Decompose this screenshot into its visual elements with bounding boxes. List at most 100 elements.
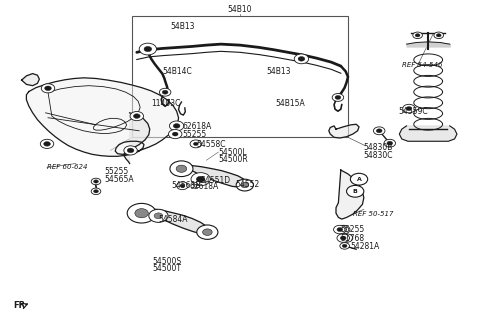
Circle shape	[340, 236, 346, 240]
Circle shape	[332, 94, 344, 101]
Circle shape	[172, 132, 178, 136]
Circle shape	[91, 178, 101, 185]
Circle shape	[149, 209, 168, 222]
Text: 54B13: 54B13	[170, 22, 195, 31]
Circle shape	[334, 225, 346, 234]
Circle shape	[340, 243, 349, 249]
Text: 54551D: 54551D	[201, 176, 231, 185]
Circle shape	[203, 229, 212, 235]
Circle shape	[298, 57, 305, 61]
Circle shape	[124, 146, 137, 155]
Circle shape	[130, 112, 144, 121]
Circle shape	[434, 32, 444, 39]
Text: 54563B: 54563B	[172, 181, 201, 190]
Circle shape	[340, 234, 353, 242]
Text: 54B10: 54B10	[228, 5, 252, 14]
Text: 54500L: 54500L	[218, 147, 247, 157]
Circle shape	[376, 129, 382, 133]
Circle shape	[191, 173, 210, 186]
Circle shape	[139, 43, 156, 55]
Text: 55255: 55255	[182, 130, 207, 139]
Polygon shape	[134, 209, 209, 234]
Circle shape	[236, 179, 253, 191]
Text: REF 60-624: REF 60-624	[47, 164, 87, 170]
Text: B: B	[353, 189, 358, 194]
Circle shape	[127, 148, 134, 153]
Text: 54565A: 54565A	[105, 175, 134, 184]
Text: 62618A: 62618A	[182, 122, 212, 131]
Text: 54830C: 54830C	[364, 151, 393, 160]
Polygon shape	[329, 124, 359, 138]
Circle shape	[190, 140, 202, 148]
Circle shape	[176, 165, 187, 172]
Circle shape	[403, 104, 415, 113]
Circle shape	[133, 114, 140, 118]
Circle shape	[159, 88, 171, 96]
Text: 51768: 51768	[341, 233, 365, 243]
Circle shape	[135, 209, 148, 218]
Text: 54830B: 54830B	[364, 143, 393, 152]
Text: A: A	[357, 177, 361, 182]
Text: 54281A: 54281A	[350, 242, 380, 251]
Text: 54559C: 54559C	[398, 107, 428, 116]
Circle shape	[337, 225, 350, 234]
Circle shape	[177, 182, 188, 190]
Circle shape	[350, 173, 368, 185]
Text: 54500R: 54500R	[218, 155, 248, 164]
Circle shape	[337, 228, 343, 232]
Circle shape	[197, 225, 218, 239]
Circle shape	[241, 182, 249, 188]
Polygon shape	[177, 165, 246, 187]
Circle shape	[44, 142, 50, 146]
Circle shape	[413, 32, 422, 39]
Circle shape	[173, 124, 180, 128]
Circle shape	[373, 127, 385, 135]
Text: 54558C: 54558C	[197, 140, 226, 149]
Polygon shape	[26, 78, 179, 156]
Circle shape	[193, 142, 198, 146]
Circle shape	[144, 46, 152, 52]
Polygon shape	[22, 74, 39, 86]
Circle shape	[344, 236, 349, 240]
Text: 54584A: 54584A	[158, 215, 188, 224]
Text: 54500T: 54500T	[153, 264, 181, 273]
Circle shape	[162, 90, 168, 94]
Circle shape	[94, 180, 98, 183]
Text: 55255: 55255	[341, 225, 365, 234]
Circle shape	[154, 213, 163, 219]
Bar	[132, 16, 348, 137]
Polygon shape	[124, 113, 150, 164]
Text: FR: FR	[13, 301, 25, 310]
Polygon shape	[336, 170, 364, 219]
Circle shape	[342, 244, 347, 248]
Circle shape	[169, 121, 184, 131]
Circle shape	[127, 203, 156, 223]
Circle shape	[436, 34, 441, 37]
Circle shape	[387, 141, 393, 145]
Circle shape	[170, 161, 193, 177]
Text: 54500S: 54500S	[153, 257, 181, 266]
Circle shape	[337, 234, 349, 242]
Circle shape	[196, 176, 205, 182]
Text: 54B15A: 54B15A	[275, 98, 305, 108]
Text: 54552: 54552	[235, 180, 260, 189]
Text: 55255: 55255	[105, 167, 129, 176]
Text: 54B14C: 54B14C	[162, 67, 192, 77]
Text: 54B13: 54B13	[266, 67, 291, 77]
Circle shape	[168, 129, 182, 139]
Circle shape	[347, 185, 364, 197]
Circle shape	[40, 139, 54, 148]
Circle shape	[94, 190, 98, 193]
Text: REF 54-546: REF 54-546	[402, 62, 443, 68]
Circle shape	[335, 95, 341, 99]
Circle shape	[406, 107, 412, 111]
Circle shape	[91, 188, 101, 195]
Text: 62618A: 62618A	[190, 182, 219, 191]
Circle shape	[294, 54, 309, 64]
Polygon shape	[399, 126, 457, 141]
Circle shape	[384, 139, 396, 147]
Circle shape	[180, 184, 185, 187]
Circle shape	[45, 86, 51, 91]
Circle shape	[415, 34, 420, 37]
Circle shape	[341, 228, 347, 232]
